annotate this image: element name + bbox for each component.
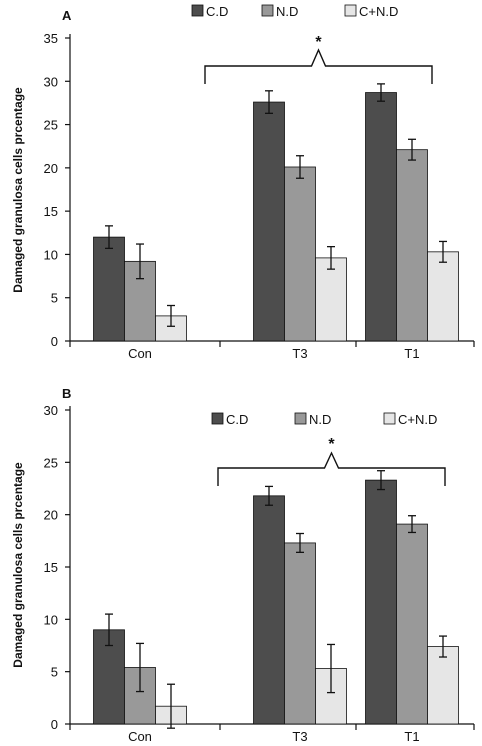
x-tick-label: Con bbox=[128, 346, 152, 361]
legend-swatch bbox=[191, 4, 204, 17]
bar-c-d-con bbox=[93, 236, 125, 342]
bar-c-n-d-t1 bbox=[427, 646, 459, 725]
significance-asterisk: * bbox=[315, 34, 322, 51]
x-tick-label: T3 bbox=[292, 346, 307, 361]
chart-panel-b: B Damaged granulosa cells prcentage 0 5 10 15… bbox=[11, 386, 475, 744]
bar-c-d-t3 bbox=[253, 495, 285, 725]
legend-swatch bbox=[383, 412, 396, 425]
legend-label: C.D bbox=[206, 4, 228, 19]
legend-label: N.D bbox=[309, 412, 331, 427]
chart-panel-a: A Damaged granulosa cells prcentage 0 5 10 15… bbox=[11, 4, 475, 361]
bar-c-n-d-t3 bbox=[315, 257, 347, 342]
y-tick-label: 30 bbox=[44, 403, 58, 418]
bar-n-d-t1 bbox=[396, 523, 428, 725]
y-tick-label: 25 bbox=[44, 455, 58, 470]
y-tick-label: 10 bbox=[44, 612, 58, 627]
y-tick-label: 10 bbox=[44, 247, 58, 262]
panel-letter: B bbox=[62, 386, 71, 401]
legend-swatch bbox=[261, 4, 274, 17]
x-tick-label: T1 bbox=[404, 346, 419, 361]
y-tick-label: 20 bbox=[44, 508, 58, 523]
y-axis-label: Damaged granulosa cells prcentage bbox=[11, 462, 25, 668]
legend-swatch bbox=[294, 412, 307, 425]
legend-label: C+N.D bbox=[359, 4, 398, 19]
bar-n-d-t1 bbox=[396, 149, 428, 342]
legend-label: C.D bbox=[226, 412, 248, 427]
y-tick-label: 25 bbox=[44, 118, 58, 133]
y-tick-label: 5 bbox=[51, 665, 58, 680]
y-tick-label: 30 bbox=[44, 74, 58, 89]
bar-c-d-t1 bbox=[365, 479, 397, 725]
panel-letter: A bbox=[62, 8, 72, 23]
x-tick-label: T3 bbox=[292, 729, 307, 744]
bar-n-d-t3 bbox=[284, 542, 316, 725]
significance-asterisk: * bbox=[328, 436, 335, 453]
y-tick-label: 5 bbox=[51, 291, 58, 306]
bar-c-n-d-t1 bbox=[427, 251, 459, 342]
y-tick-label: 35 bbox=[44, 31, 58, 46]
y-tick-label: 15 bbox=[44, 560, 58, 575]
legend-swatch bbox=[211, 412, 224, 425]
bar-n-d-t3 bbox=[284, 166, 316, 342]
bar-c-d-t1 bbox=[365, 92, 397, 342]
significance-brace bbox=[204, 48, 433, 84]
x-tick-label: Con bbox=[128, 729, 152, 744]
y-tick-label: 0 bbox=[51, 717, 58, 732]
x-tick-label: T1 bbox=[404, 729, 419, 744]
legend-swatch bbox=[344, 4, 357, 17]
bar-c-d-t3 bbox=[253, 101, 285, 342]
significance-brace bbox=[217, 451, 446, 486]
y-tick-label: 20 bbox=[44, 161, 58, 176]
legend-label: N.D bbox=[276, 4, 298, 19]
y-tick-label: 15 bbox=[44, 204, 58, 219]
y-tick-label: 0 bbox=[51, 334, 58, 349]
legend-label: C+N.D bbox=[398, 412, 437, 427]
y-axis-label: Damaged granulosa cells prcentage bbox=[11, 87, 25, 293]
